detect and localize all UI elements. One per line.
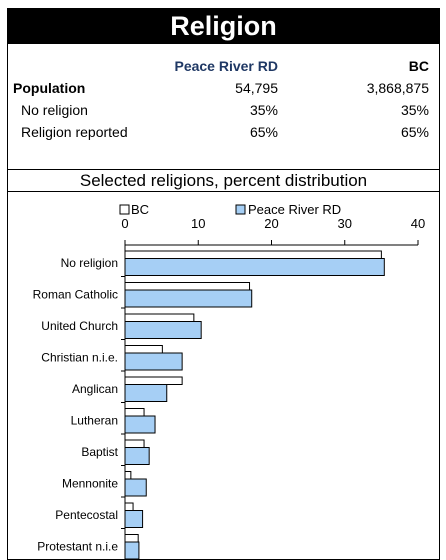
stats-row-bc-value: 35% (400, 102, 429, 118)
stats-row-population: Population 54,795 3,868,875 (7, 80, 440, 100)
bar-region (124, 384, 168, 402)
stats-row-bc-value: 3,868,875 (366, 80, 429, 96)
y-tick-label: Baptist (81, 445, 118, 459)
legend-label-bc: BC (131, 202, 149, 217)
legend-swatch-bc (119, 204, 130, 215)
bar-bc (124, 439, 145, 448)
bar-region (124, 478, 147, 497)
stats-row-label: Religion reported (21, 124, 128, 140)
stats-header-bc: BC (408, 58, 429, 74)
y-tick-label: Protestant n.i.e (37, 540, 118, 554)
stats-row-no-religion: No religion 35% 35% (7, 102, 440, 122)
y-tick-label: No religion (61, 256, 118, 270)
bar-bc (124, 534, 139, 543)
legend-label-region: Peace River RD (248, 202, 341, 217)
stats-row-region-value: 35% (249, 102, 278, 118)
stats-header-region: Peace River RD (174, 58, 278, 74)
stats-row-region-value: 65% (249, 124, 278, 140)
y-tick-label: Pentecostal (55, 508, 118, 522)
chart-title: Selected religions, percent distribution (7, 170, 440, 192)
bar-bc (124, 345, 163, 354)
y-tick-label: Christian n.i.e. (41, 351, 118, 365)
y-tick-label: Mennonite (62, 477, 118, 491)
bar-bc (124, 502, 134, 511)
x-tick-label: 40 (411, 216, 425, 231)
x-tick-label: 30 (338, 216, 352, 231)
y-tick-label: Anglican (72, 382, 118, 396)
stats-row-region-value: 54,795 (235, 80, 278, 96)
bar-bc (124, 250, 382, 259)
x-tick-label: 0 (121, 216, 128, 231)
y-tick-label: Roman Catholic (33, 288, 118, 302)
bar-bc (124, 282, 251, 291)
bar-region (124, 415, 156, 434)
y-tick-label: United Church (41, 319, 118, 333)
bar-bc (124, 471, 132, 480)
bar-bc (124, 408, 145, 417)
stats-row-bc-value: 65% (400, 124, 429, 140)
bar-region (124, 510, 144, 528)
bar-bc (124, 313, 195, 322)
bar-region (124, 321, 202, 339)
stats-table: Peace River RD BC Population 54,795 3,86… (7, 44, 440, 170)
x-tick-label: 10 (191, 216, 205, 231)
legend-swatch-region (235, 204, 246, 215)
stats-row-religion-reported: Religion reported 65% 65% (7, 124, 440, 144)
bar-region (124, 447, 150, 465)
page-title: Religion (7, 8, 440, 44)
bar-region (124, 289, 253, 308)
stats-row-label: Population (13, 80, 86, 96)
bar-region (124, 352, 183, 371)
bar-bc (124, 376, 183, 385)
x-tick-label: 20 (264, 216, 278, 231)
y-tick-label: Lutheran (71, 414, 118, 428)
bar-region (124, 541, 140, 560)
stats-row-label: No religion (21, 102, 88, 118)
bar-region (124, 258, 385, 276)
